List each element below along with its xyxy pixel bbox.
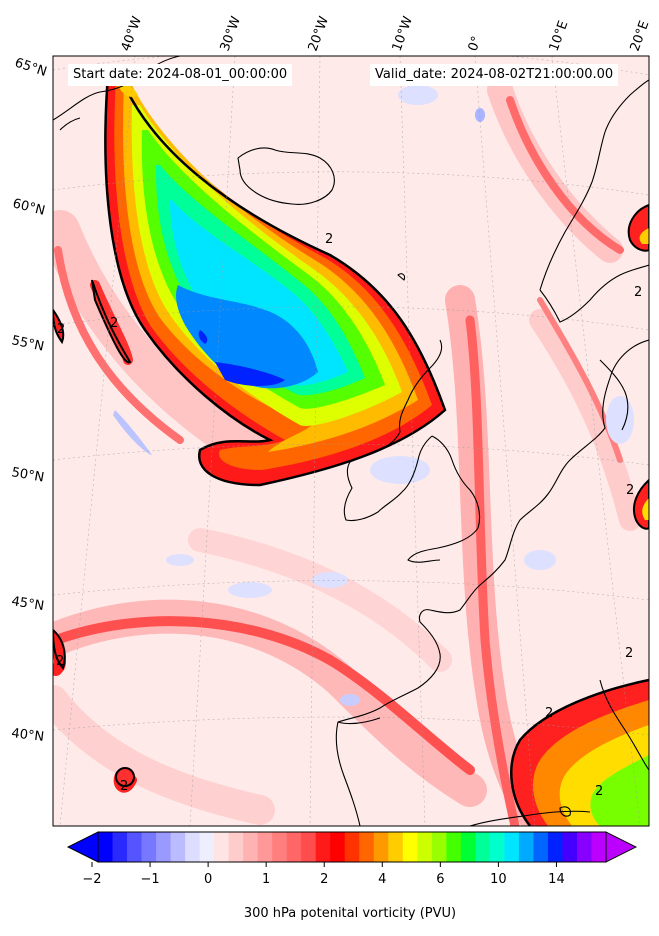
colorbar-cell [185, 832, 201, 862]
contour-label: 2 [626, 483, 634, 498]
lon-label: 10°W [390, 14, 416, 53]
colorbar-tick-label: −2 [82, 872, 101, 887]
lon-label: 20°W [306, 14, 332, 53]
colorbar-cell [359, 832, 375, 862]
contour-label: 2 [625, 646, 633, 661]
pv-2-features [53, 84, 649, 826]
pv-2-contour [104, 74, 447, 487]
colorbar-title: 300 hPa potenital vorticity (PVU) [243, 906, 457, 921]
colorbar-cell [562, 832, 578, 862]
colorbar-cell [112, 832, 128, 862]
colorbar-cell [460, 832, 476, 862]
graticule [53, 56, 649, 826]
colorbar-extend-high [605, 831, 638, 863]
colorbar-cell [214, 832, 230, 862]
colorbar-tick-label: 1 [262, 872, 270, 887]
map-frame [52, 55, 650, 827]
colorbar-cell [344, 832, 360, 862]
colorbar-tick-label: 6 [436, 872, 444, 887]
colorbar-cell [576, 832, 592, 862]
negative-pv-patches [113, 85, 634, 706]
colorbar-cell [547, 832, 563, 862]
england [407, 435, 481, 563]
longitude-labels: 40°W 30°W 20°W 10°W 0° 10°E 20°E [119, 14, 653, 53]
colorbar-cell [417, 832, 433, 862]
baltic [599, 359, 629, 431]
colorbar-ticks: −2 −1 0 1 2 4 6 10 14 [82, 862, 565, 887]
pv-streamer [104, 74, 447, 487]
lat-label: 60°N [11, 196, 46, 218]
colorbar-cell [431, 832, 447, 862]
colorbar-cell [489, 832, 505, 862]
colorbar-cell [286, 832, 302, 862]
colorbar-cell [475, 832, 491, 862]
colorbar-cell [446, 832, 462, 862]
scandinavia [539, 79, 649, 291]
colorbar-tick-label: 10 [490, 872, 507, 887]
colorbar-cell [388, 832, 404, 862]
lat-label: 40°N [11, 726, 45, 745]
iberia-north [337, 717, 381, 725]
europe-coast [335, 339, 649, 826]
lon-label: 10°E [547, 19, 572, 54]
colorbar-cell [330, 832, 346, 862]
colorbar-cell [591, 832, 607, 862]
colorbar-cell [243, 832, 259, 862]
colorbar-cell [518, 832, 534, 862]
contour-label: 2 [634, 285, 642, 300]
scotland-ireland [343, 339, 443, 522]
coastlines [53, 56, 649, 826]
lon-label: 40°W [119, 14, 145, 53]
colorbar-cell [533, 832, 549, 862]
colorbar-cells [97, 831, 607, 863]
lat-label: 50°N [10, 465, 45, 485]
colorbar-cell [98, 832, 114, 862]
italy [599, 679, 649, 771]
contour-label: 2 [57, 322, 65, 337]
colorbar-cell [272, 832, 288, 862]
colorbar-tick-label: 2 [320, 872, 328, 887]
colorbar-tick-label: 14 [548, 872, 565, 887]
contour-label: 2 [545, 706, 553, 721]
colorbar-cell [141, 832, 157, 862]
colorbar-cell [402, 832, 418, 862]
colorbar-cell [127, 832, 143, 862]
colorbar-cell [315, 832, 331, 862]
valid-date-label: Valid_date: 2024-08-02T21:00:00.00 [370, 64, 619, 86]
contour-label: 2 [56, 654, 64, 669]
colorbar-cell [373, 832, 389, 862]
contour-label: 2 [110, 316, 118, 331]
lon-label: 0° [466, 34, 485, 53]
colorbar-cell [170, 832, 186, 862]
colorbar: −2 −1 0 1 2 4 6 10 14 [66, 831, 638, 887]
lon-label: 20°E [628, 19, 653, 54]
lat-label: 55°N [10, 333, 45, 354]
sardinia [559, 806, 571, 817]
colorbar-tick-label: 4 [378, 872, 386, 887]
colorbar-cell [228, 832, 244, 862]
colorbar-cell [504, 832, 520, 862]
faroe [397, 273, 406, 281]
colorbar-cell [199, 832, 215, 862]
start-date-label: Start date: 2024-08-01_00:00:00 [68, 64, 293, 86]
contour-label: 2 [325, 232, 333, 247]
lon-label: 30°W [218, 14, 244, 53]
lat-label: 45°N [10, 594, 45, 614]
colorbar-cell [156, 832, 172, 862]
north-africa [469, 810, 591, 826]
iceland-coast [237, 147, 335, 205]
colorbar-cell [257, 832, 273, 862]
contour-label: 2 [120, 779, 128, 794]
lat-label: 65°N [13, 56, 49, 80]
colorbar-extend-low [66, 831, 99, 863]
colorbar-cell [301, 832, 317, 862]
contour-labels: 2 2 2 2 2 2 2 2 2 2 [56, 232, 642, 799]
latitude-labels: 65°N 60°N 55°N 50°N 45°N 40°N [10, 56, 48, 745]
colorbar-tick-label: −1 [140, 872, 159, 887]
colorbar-tick-label: 0 [204, 872, 212, 887]
contour-label: 2 [595, 784, 603, 799]
